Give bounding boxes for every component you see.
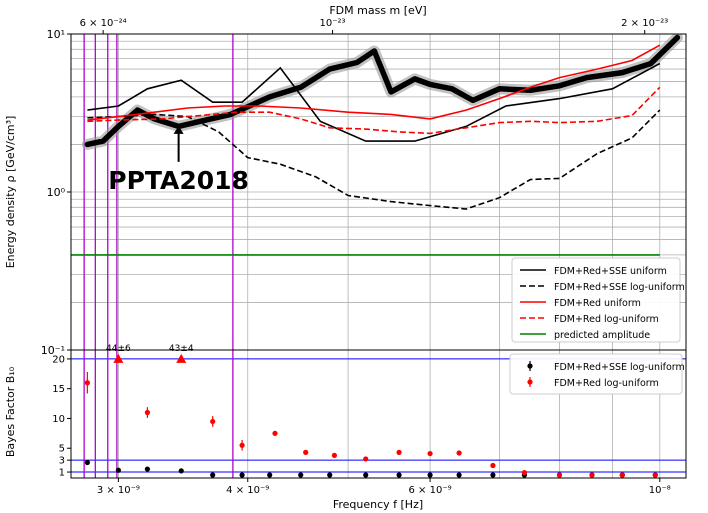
legend-frame xyxy=(511,257,681,343)
data-point xyxy=(556,472,563,478)
bayes-factor-legend: FDM+Red+SSE log-uniform FDM+Red log-unifo… xyxy=(509,353,685,395)
data-point xyxy=(363,472,369,478)
lower-bound-label: 43±4 xyxy=(169,344,194,354)
top-tick-label: 6 × 10⁻²⁴ xyxy=(80,18,127,29)
legend-entry: FDM+Red log-uniform xyxy=(554,314,659,325)
legend-entry: FDM+Red uniform xyxy=(554,298,641,309)
legend-entry: predicted amplitude xyxy=(554,330,650,341)
energy-density-series xyxy=(71,34,683,256)
data-point xyxy=(239,472,245,478)
series-line-2 xyxy=(87,44,661,121)
ppta-curve xyxy=(84,34,681,148)
data-point xyxy=(589,472,595,478)
bayes-factor-axes xyxy=(70,349,687,479)
data-point xyxy=(456,472,462,478)
top-tick-label: 10⁻²³ xyxy=(320,18,346,29)
y-tick-label: 10⁻¹ xyxy=(41,344,65,357)
y-tick-label: 5 xyxy=(59,444,65,455)
data-point xyxy=(178,468,184,474)
energy-density-y-label: Energy density ρ [GeV/cm³] xyxy=(4,116,17,269)
legend-marker xyxy=(527,379,533,385)
data-point xyxy=(490,472,496,478)
legend-frame xyxy=(509,353,683,395)
y-tick-label: 10 xyxy=(52,414,65,425)
x-tick-label: 6 × 10⁻⁹ xyxy=(409,485,452,496)
x-tick-label: 10⁻⁸ xyxy=(649,485,671,496)
data-point xyxy=(303,449,309,455)
legend-entry: FDM+Red+SSE log-uniform xyxy=(554,362,685,373)
x-tick-label: 4 × 10⁻⁹ xyxy=(226,485,269,496)
frequency-markers-lower xyxy=(83,350,234,478)
y-tick-label: 15 xyxy=(52,384,65,395)
y-tick-label: 10⁰ xyxy=(47,186,66,199)
data-point xyxy=(652,472,658,478)
data-point xyxy=(84,459,90,466)
data-point xyxy=(331,452,337,458)
top-tick-label: 2 × 10⁻²³ xyxy=(621,18,668,29)
legend-entry: FDM+Red log-uniform xyxy=(554,378,659,389)
data-point xyxy=(427,472,433,478)
data-point xyxy=(144,409,151,416)
data-point xyxy=(456,450,462,456)
data-point xyxy=(115,467,121,473)
ppta-label: PPTA2018 xyxy=(108,166,249,195)
lower-bound-marker xyxy=(113,353,124,363)
series-line-1 xyxy=(87,109,661,210)
series-line-0 xyxy=(87,62,661,142)
lower-bound-label: 44±6 xyxy=(106,344,131,354)
data-point xyxy=(272,430,278,436)
bayes-factor-series xyxy=(84,353,658,478)
data-point xyxy=(239,442,245,448)
lower-bound-marker xyxy=(176,353,187,363)
frequency-markers xyxy=(83,34,234,350)
bayes-factor-y-label: Bayes Factor B₁₀ xyxy=(4,366,17,457)
energy-density-legend: FDM+Red+SSE uniform FDM+Red+SSE log-unifo… xyxy=(511,257,685,343)
ppta-annotation: PPTA2018 xyxy=(108,125,249,195)
data-point xyxy=(427,450,433,457)
data-point xyxy=(490,462,496,469)
data-point xyxy=(396,472,402,478)
legend-entry: FDM+Red+SSE uniform xyxy=(554,266,667,277)
data-point xyxy=(267,472,273,478)
y-tick-label: 10¹ xyxy=(47,28,65,41)
data-point xyxy=(144,466,151,472)
y-tick-label: 3 xyxy=(59,456,65,467)
y-tick-label: 20 xyxy=(52,354,65,365)
data-point xyxy=(521,470,527,476)
y-tick-label: 1 xyxy=(59,468,65,479)
x-axis-label: Frequency f [Hz] xyxy=(333,498,423,511)
axis-ticks: 44±6 43±4 10⁻¹ 10⁰ 10¹ 3 × 10⁻⁹ 4 × 10⁻⁹ 6 × 10… xyxy=(41,18,671,496)
data-point xyxy=(84,380,90,386)
data-point xyxy=(210,472,216,478)
data-point xyxy=(298,472,304,478)
legend-marker xyxy=(527,363,533,369)
data-point xyxy=(363,456,369,462)
data-point xyxy=(396,449,402,455)
data-point xyxy=(327,472,333,478)
legend-entry: FDM+Red+SSE log-uniform xyxy=(554,282,685,293)
ppta-arrowhead xyxy=(173,125,184,134)
series-line-3 xyxy=(87,86,661,135)
data-point xyxy=(619,472,625,478)
x-tick-label: 3 × 10⁻⁹ xyxy=(97,485,140,496)
top-axis-label: FDM mass m [eV] xyxy=(329,4,426,17)
data-point xyxy=(210,418,216,425)
